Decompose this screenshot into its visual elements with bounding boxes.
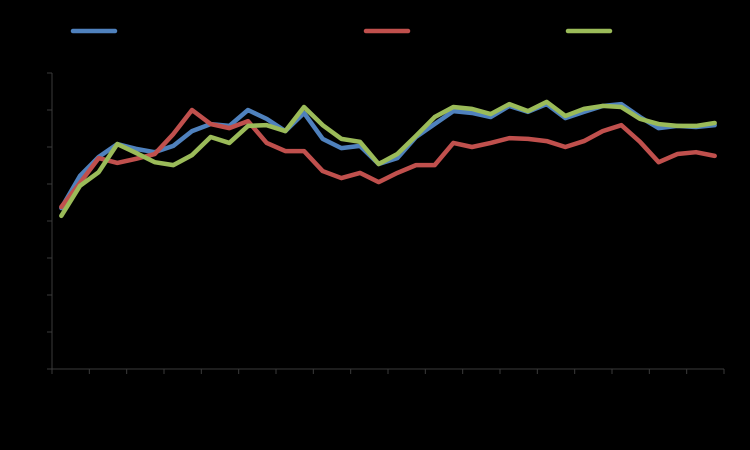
series-line bbox=[59, 107, 717, 210]
series-line bbox=[59, 99, 717, 219]
